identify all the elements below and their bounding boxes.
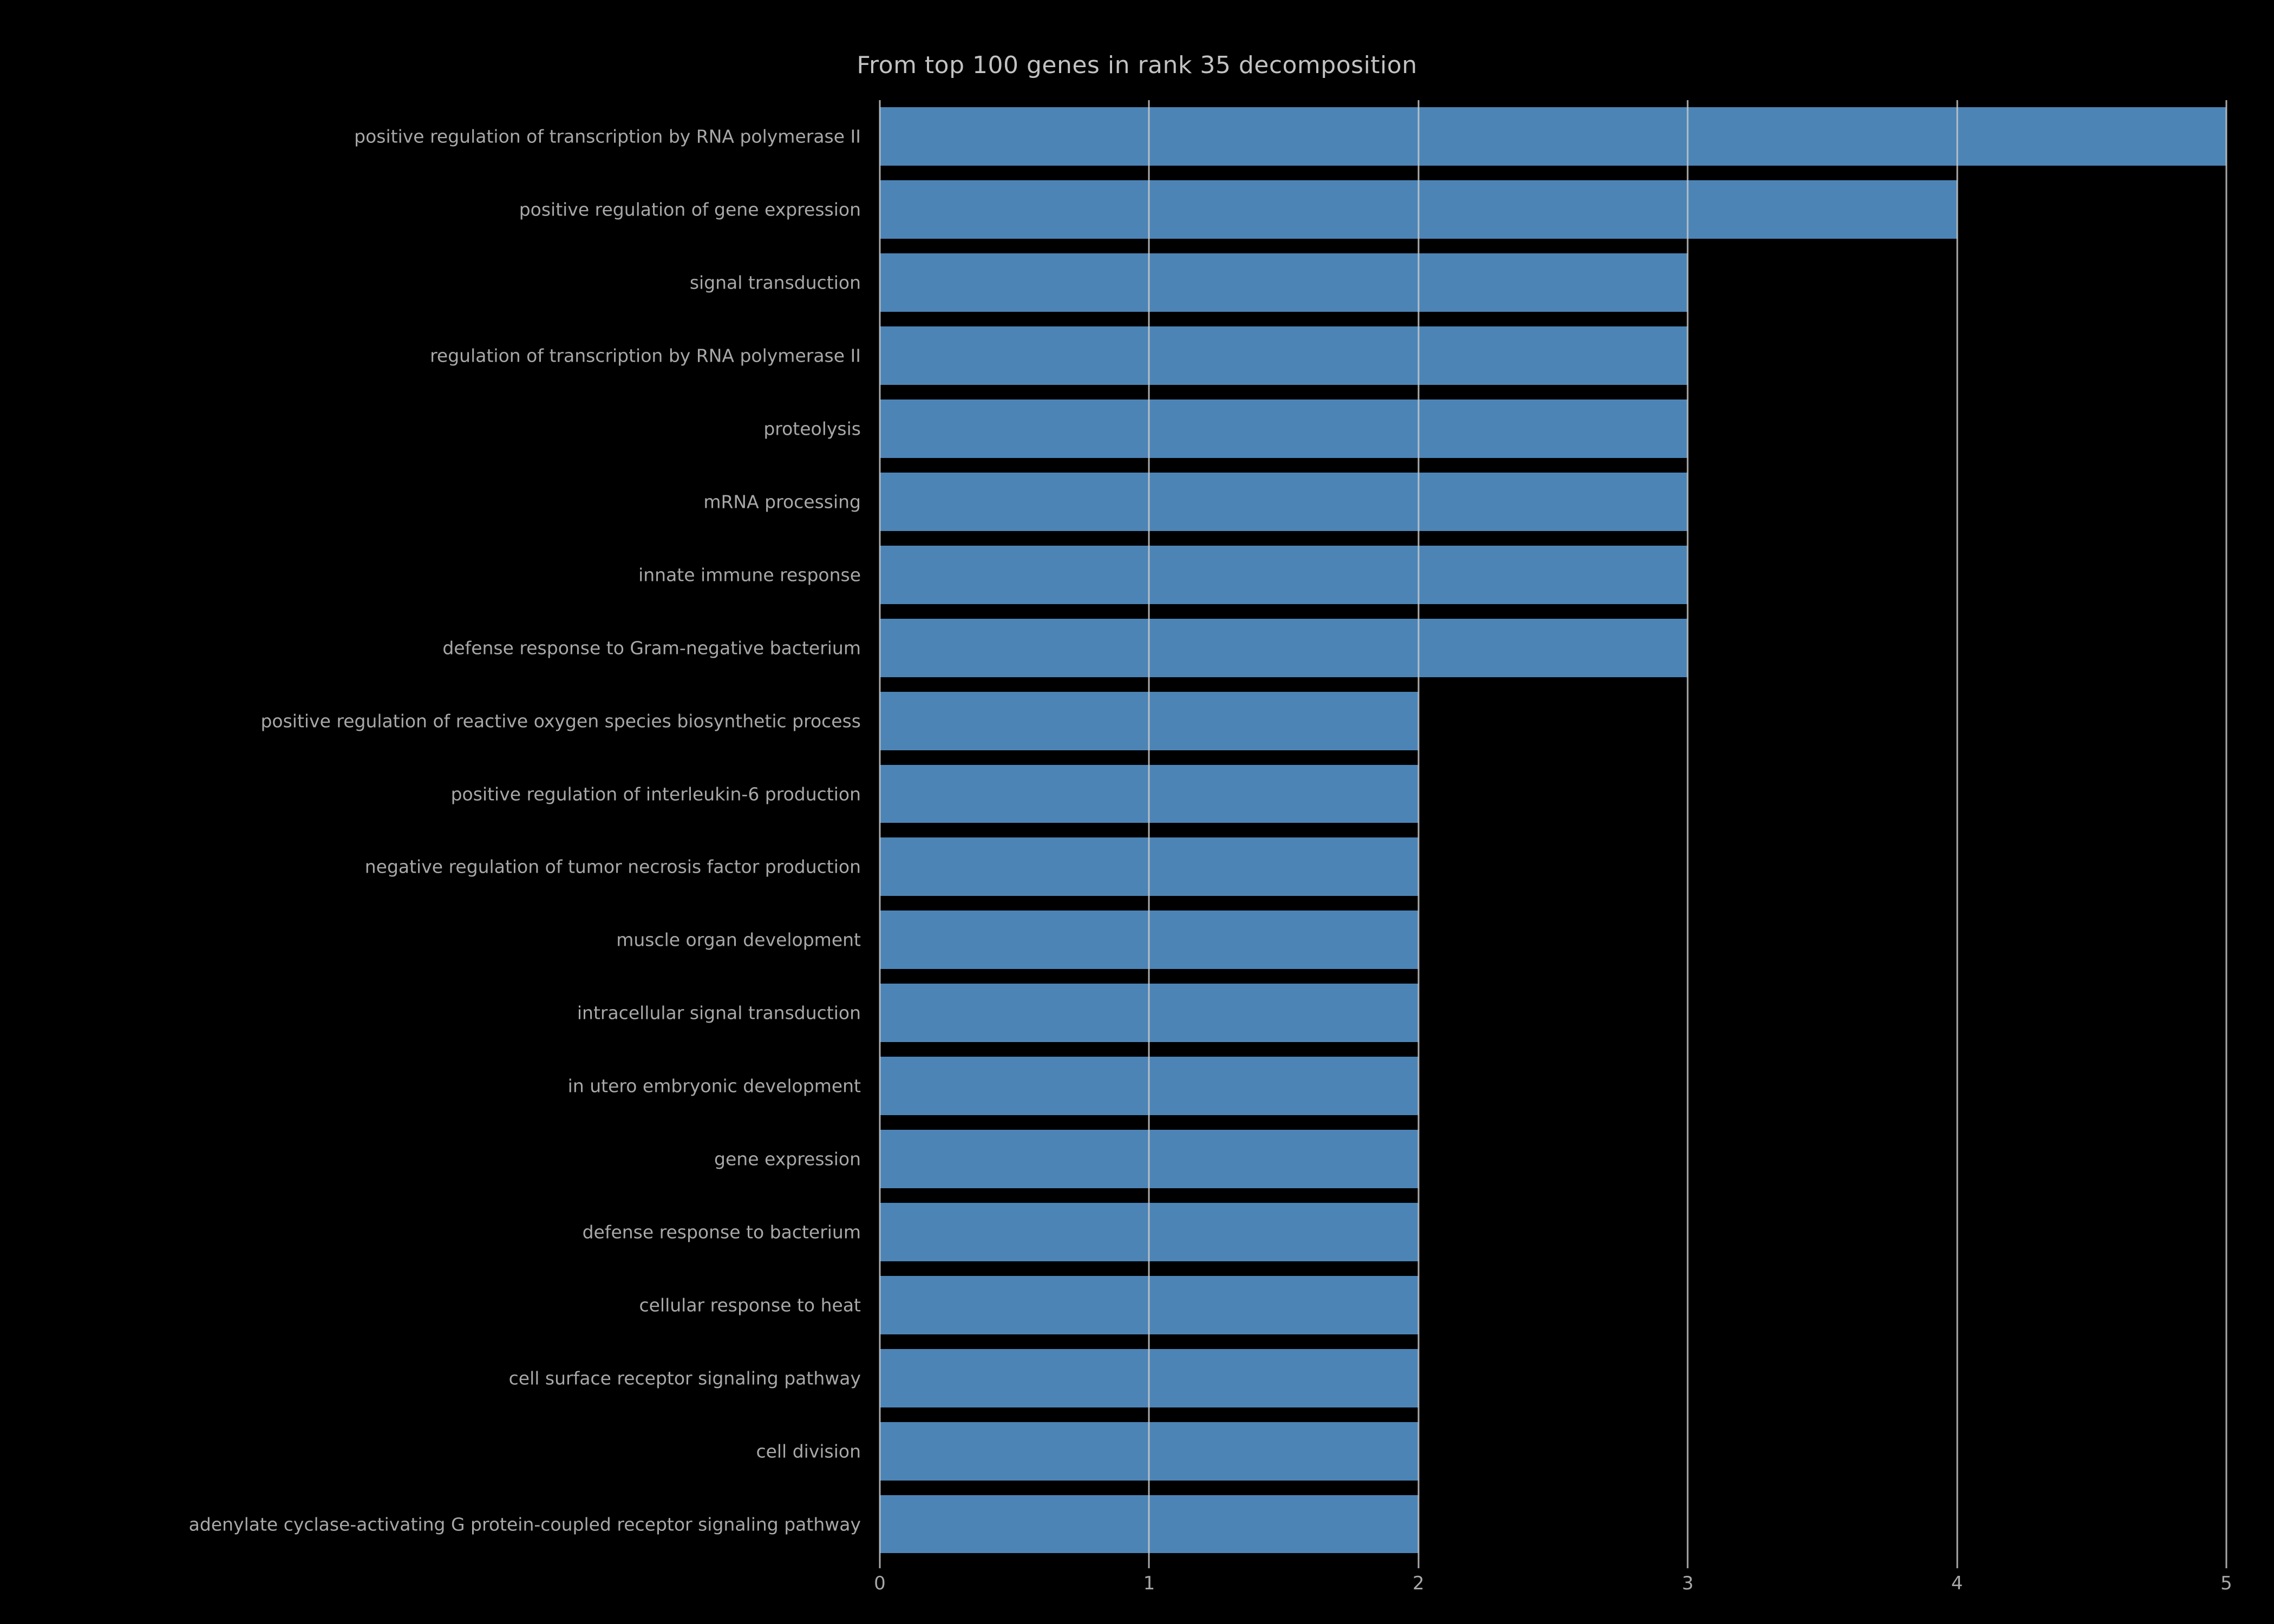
- gridline: [879, 100, 881, 1561]
- x-tick-label: 3: [1682, 1573, 1694, 1594]
- x-tick-label: 5: [2220, 1573, 2232, 1594]
- x-tick-mark: [1417, 1561, 1420, 1568]
- gridline: [1148, 100, 1150, 1561]
- bar: [880, 545, 1688, 604]
- category-label: positive regulation of reactive oxygen s…: [260, 710, 861, 732]
- category-label: proteolysis: [763, 418, 861, 440]
- x-axis: 0 1 2 3 4 5: [874, 1561, 2232, 1604]
- chart-title: From top 100 genes in rank 35 decomposit…: [857, 51, 1417, 79]
- x-tick-label: 1: [1143, 1573, 1155, 1594]
- category-label: defense response to bacterium: [582, 1221, 861, 1243]
- bar: [880, 472, 1688, 531]
- category-label: mRNA processing: [703, 491, 861, 513]
- category-label: regulation of transcription by RNA polym…: [430, 345, 861, 366]
- x-tick-mark: [1148, 1561, 1150, 1568]
- x-tick-mark: [1956, 1561, 1958, 1568]
- bar: [880, 400, 1688, 458]
- category-label: intracellular signal transduction: [577, 1002, 861, 1024]
- category-label: muscle organ development: [616, 929, 861, 951]
- category-label: gene expression: [714, 1148, 861, 1170]
- category-label: signal transduction: [689, 272, 861, 293]
- x-tick-mark: [1687, 1561, 1689, 1568]
- bar: [880, 253, 1688, 312]
- gridline: [1687, 100, 1689, 1561]
- plot-area: [879, 100, 2227, 1561]
- bar: [880, 107, 2226, 166]
- x-tick-label: 4: [1951, 1573, 1963, 1594]
- x-tick-mark: [2225, 1561, 2227, 1568]
- category-label: innate immune response: [638, 564, 861, 586]
- category-label: defense response to Gram-negative bacter…: [442, 637, 861, 659]
- x-tick-mark: [879, 1561, 881, 1568]
- x-tick-label: 0: [874, 1573, 886, 1594]
- bar: [880, 618, 1688, 677]
- category-label: positive regulation of gene expression: [519, 199, 861, 220]
- category-label: positive regulation of interleukin-6 pro…: [450, 783, 861, 805]
- gridline: [1956, 100, 1958, 1561]
- category-label: cell surface receptor signaling pathway: [508, 1367, 861, 1389]
- x-tick-label: 2: [1412, 1573, 1424, 1594]
- bar: [880, 326, 1688, 385]
- category-label: adenylate cyclase-activating G protein-c…: [188, 1514, 861, 1535]
- gridline: [2225, 100, 2227, 1561]
- category-label: positive regulation of transcription by …: [354, 126, 861, 147]
- gridline: [1417, 100, 1420, 1561]
- category-label: in utero embryonic development: [567, 1075, 861, 1097]
- category-label: negative regulation of tumor necrosis fa…: [364, 856, 861, 878]
- category-label: cell division: [756, 1440, 861, 1462]
- category-label: cellular response to heat: [639, 1294, 861, 1316]
